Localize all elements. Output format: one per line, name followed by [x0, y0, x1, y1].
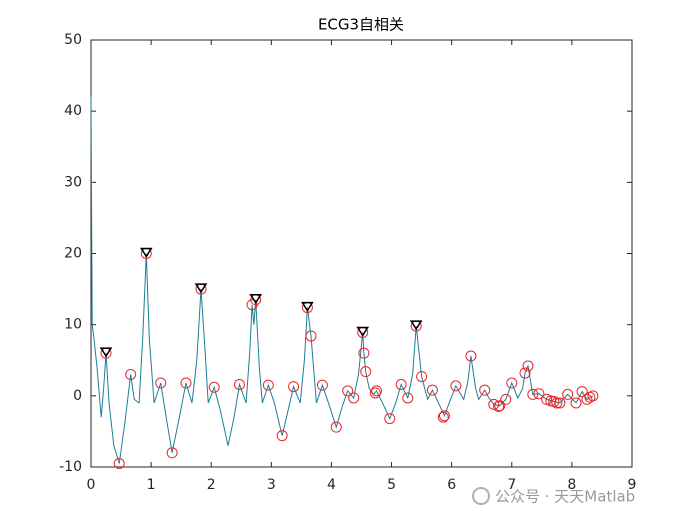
extremum-marker [330, 421, 342, 433]
extremum-marker [438, 410, 450, 422]
extremum-marker [369, 387, 381, 399]
extremum-marker [494, 400, 506, 412]
extremum-marker [465, 350, 477, 362]
chart-title: ECG3自相关 [318, 16, 404, 34]
extremum-marker [527, 388, 539, 400]
extremum-marker [541, 393, 553, 405]
x-tick-label: 8 [567, 477, 576, 493]
x-tick-label: 3 [267, 477, 276, 493]
peak-marker [99, 347, 113, 358]
y-tick-label: 50 [64, 32, 82, 48]
extremum-marker [450, 380, 462, 392]
extremum-marker [384, 413, 396, 425]
x-tick-label: 7 [507, 477, 516, 493]
extremum-marker [426, 384, 438, 396]
extremum-marker [554, 397, 566, 409]
peak-marker [139, 247, 153, 258]
extremum-marker [233, 378, 245, 390]
watermark-group: 公众号 · 天天Matlab [472, 487, 635, 506]
extremum-marker [180, 377, 192, 389]
y-tick-label: 20 [64, 246, 82, 262]
y-tick-label: 40 [64, 103, 82, 119]
peak-marker [409, 320, 423, 331]
extremum-marker [562, 388, 574, 400]
x-tick-label: 4 [327, 477, 336, 493]
extremum-marker [493, 401, 505, 413]
extremum-marker [125, 368, 137, 380]
extremum-marker [479, 384, 491, 396]
extremum-marker [262, 379, 274, 391]
extremum-marker [305, 330, 317, 342]
y-tick-label: 30 [64, 174, 82, 190]
extremum-marker [581, 393, 593, 405]
extremum-marker [551, 397, 563, 409]
extremum-marker [395, 378, 407, 390]
extremum-marker [522, 360, 534, 372]
extremum-marker [576, 386, 588, 398]
peak-marker [249, 294, 263, 305]
extremum-marker [416, 371, 428, 383]
x-tick-label: 9 [628, 477, 637, 493]
extremum-marker [437, 411, 449, 423]
extremum-marker [342, 385, 354, 397]
y-tick-label: 0 [73, 388, 82, 404]
extremum-marker [155, 377, 167, 389]
x-tick-label: 0 [87, 477, 96, 493]
extremum-marker [519, 367, 531, 379]
y-tick-label: -10 [59, 459, 82, 475]
extremum-marker [533, 388, 545, 400]
x-tick-label: 2 [207, 477, 216, 493]
watermark: 公众号 · 天天Matlab [495, 488, 635, 506]
extremum-marker [288, 381, 300, 393]
extremum-marker [570, 397, 582, 409]
extremum-marker [360, 366, 372, 378]
extremum-marker [316, 379, 328, 391]
extremum-marker [113, 457, 125, 469]
extremum-marker [358, 347, 370, 359]
extremum-marker [488, 398, 500, 410]
y-tick-label: 10 [64, 317, 82, 333]
extremum-marker [166, 447, 178, 459]
peak-marker [194, 283, 208, 294]
extremum-marker [500, 393, 512, 405]
extremum-marker [276, 430, 288, 442]
peak-marker [301, 301, 314, 313]
x-tick-label: 6 [447, 477, 456, 493]
extremum-marker [371, 385, 383, 397]
extremum-marker [506, 377, 518, 389]
extremum-marker [348, 392, 360, 404]
peak-marker [356, 326, 370, 337]
x-tick-label: 5 [387, 477, 396, 493]
extremum-marker [402, 392, 414, 404]
extremum-marker [587, 390, 599, 402]
watermark-icon [472, 487, 490, 505]
x-tick-label: 1 [147, 477, 156, 493]
extremum-marker [208, 381, 220, 393]
axes-box [90, 39, 633, 468]
